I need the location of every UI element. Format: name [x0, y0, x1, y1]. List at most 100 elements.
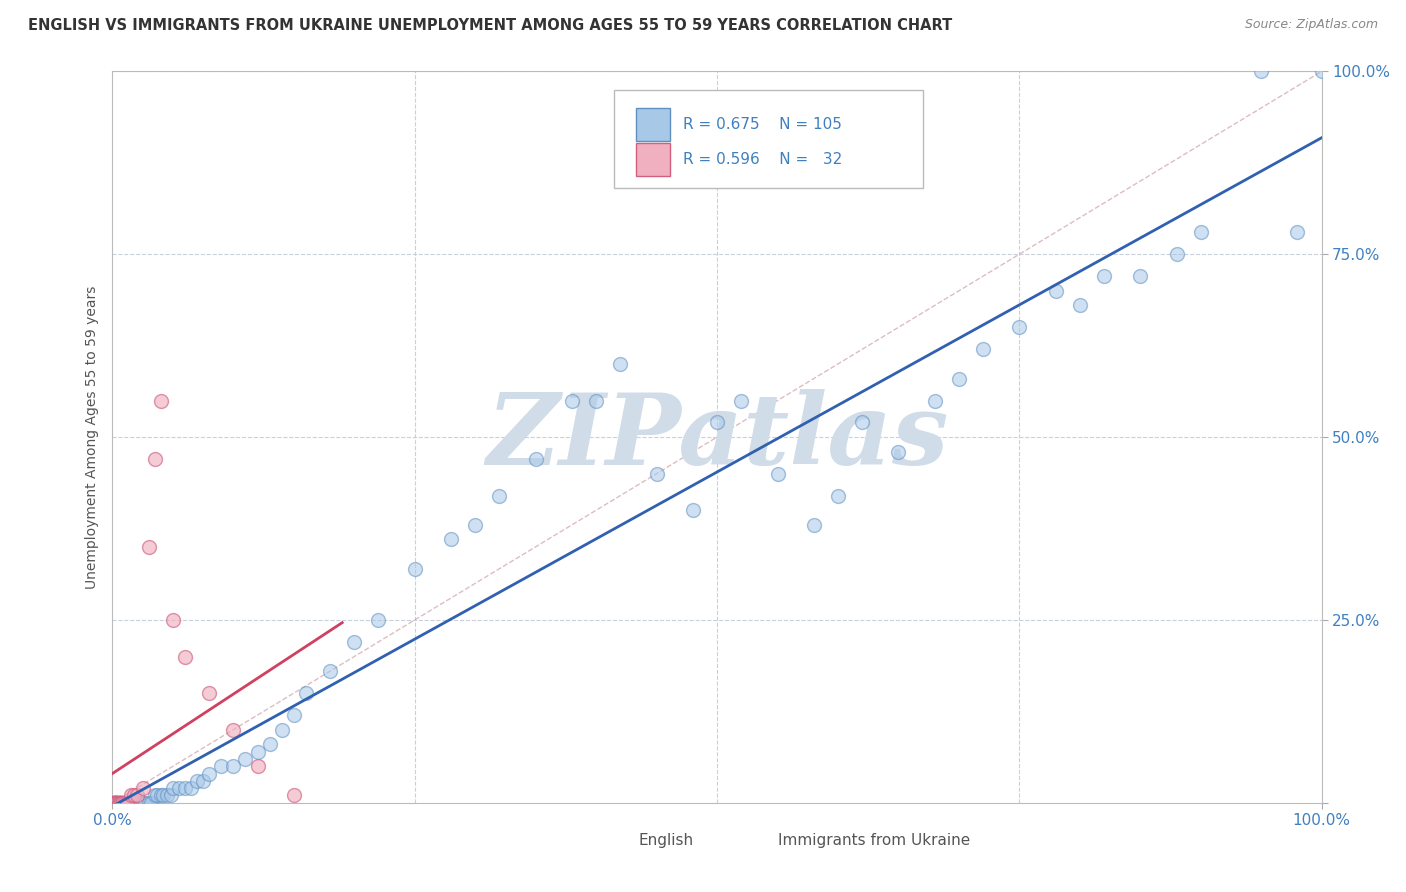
Point	[972, 343, 994, 357]
Point	[132, 781, 155, 796]
Point	[887, 444, 910, 458]
Point	[1045, 284, 1067, 298]
Point	[159, 789, 181, 803]
Point	[104, 796, 127, 810]
Point	[1166, 247, 1188, 261]
Point	[107, 796, 129, 810]
Point	[180, 781, 202, 796]
Point	[138, 540, 160, 554]
Point	[404, 562, 426, 576]
Point	[124, 796, 146, 810]
Point	[1092, 269, 1115, 284]
Point	[186, 773, 208, 788]
Point	[122, 796, 145, 810]
Point	[120, 796, 142, 810]
Bar	[636, 143, 669, 176]
Point	[114, 796, 136, 810]
Point	[1069, 298, 1091, 312]
Point	[149, 789, 172, 803]
Point	[156, 789, 179, 803]
Point	[682, 503, 704, 517]
Point	[115, 796, 138, 810]
Point	[112, 796, 135, 810]
Point	[198, 766, 221, 780]
Point	[270, 723, 292, 737]
Point	[259, 737, 281, 751]
Point	[105, 796, 128, 810]
Point	[198, 686, 221, 700]
Point	[524, 452, 547, 467]
Point	[1250, 64, 1272, 78]
Text: ENGLISH VS IMMIGRANTS FROM UKRAINE UNEMPLOYMENT AMONG AGES 55 TO 59 YEARS CORREL: ENGLISH VS IMMIGRANTS FROM UKRAINE UNEMP…	[28, 18, 952, 33]
Point	[114, 796, 136, 810]
Point	[730, 393, 752, 408]
Point	[134, 796, 156, 810]
Point	[105, 796, 128, 810]
Point	[105, 796, 128, 810]
Point	[122, 796, 145, 810]
Point	[103, 796, 125, 810]
Point	[105, 796, 128, 810]
Point	[146, 789, 169, 803]
Point	[609, 357, 631, 371]
Point	[174, 649, 197, 664]
Text: English: English	[638, 832, 693, 847]
Point	[319, 664, 342, 678]
Point	[246, 745, 269, 759]
Point	[111, 796, 134, 810]
Point	[488, 489, 510, 503]
Point	[101, 796, 124, 810]
Point	[108, 796, 131, 810]
Point	[107, 796, 129, 810]
Point	[114, 796, 136, 810]
Text: R = 0.596    N =   32: R = 0.596 N = 32	[683, 152, 842, 167]
Point	[110, 796, 132, 810]
Point	[103, 796, 125, 810]
Point	[827, 489, 849, 503]
Point	[120, 789, 142, 803]
Point	[111, 796, 134, 810]
Point	[115, 796, 138, 810]
Point	[645, 467, 668, 481]
Point	[101, 796, 124, 810]
Point	[117, 796, 139, 810]
Point	[1189, 225, 1212, 239]
Point	[803, 517, 825, 532]
Point	[367, 613, 389, 627]
Point	[103, 796, 125, 810]
Text: Source: ZipAtlas.com: Source: ZipAtlas.com	[1244, 18, 1378, 31]
Point	[105, 796, 128, 810]
FancyBboxPatch shape	[614, 90, 922, 188]
Point	[108, 796, 131, 810]
Point	[103, 796, 125, 810]
Point	[121, 796, 143, 810]
Point	[246, 759, 269, 773]
Point	[105, 796, 128, 810]
Point	[141, 796, 163, 810]
Bar	[741, 826, 768, 854]
Point	[706, 416, 728, 430]
Point	[191, 773, 214, 788]
Point	[222, 723, 245, 737]
Point	[104, 796, 127, 810]
Point	[125, 789, 148, 803]
Point	[149, 393, 172, 408]
Text: R = 0.675    N = 105: R = 0.675 N = 105	[683, 117, 842, 132]
Point	[464, 517, 486, 532]
Point	[131, 796, 153, 810]
Point	[343, 635, 366, 649]
Point	[851, 416, 873, 430]
Point	[108, 796, 131, 810]
Point	[104, 796, 127, 810]
Point	[440, 533, 463, 547]
Point	[108, 796, 131, 810]
Point	[143, 452, 166, 467]
Point	[110, 796, 132, 810]
Point	[174, 781, 197, 796]
Point	[152, 789, 174, 803]
Point	[924, 393, 946, 408]
Point	[1310, 64, 1333, 78]
Point	[104, 796, 127, 810]
Bar	[602, 826, 628, 854]
Point	[1008, 320, 1031, 334]
